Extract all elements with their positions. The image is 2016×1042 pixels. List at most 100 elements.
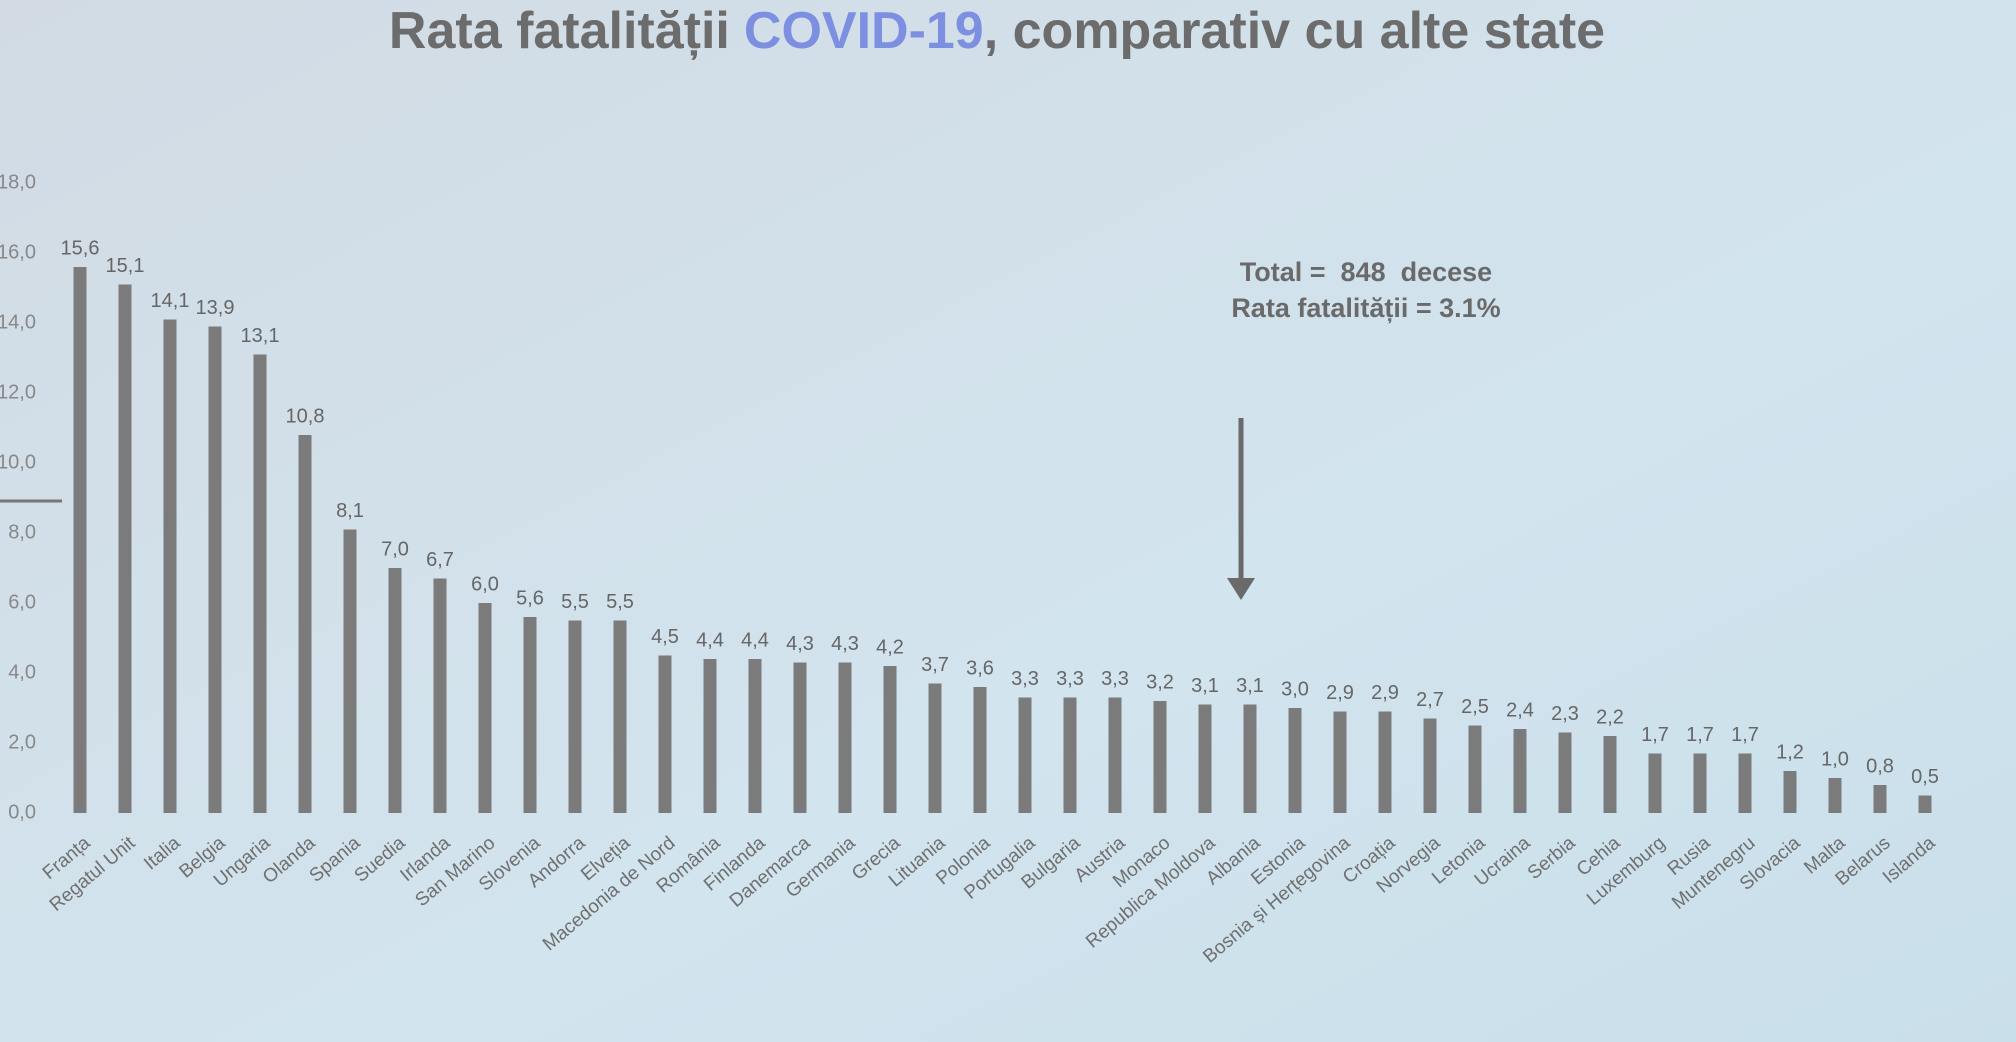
bar	[1243, 704, 1257, 813]
title-part: , comparativ cu alte state	[984, 2, 1605, 60]
bar	[928, 683, 942, 813]
value-label: 4,4	[741, 629, 769, 651]
bar	[163, 319, 177, 813]
bar	[1648, 753, 1662, 813]
bar	[73, 267, 87, 813]
bar	[253, 354, 267, 813]
value-label: 4,2	[876, 636, 904, 658]
value-label: 3,3	[1101, 668, 1129, 690]
chart-title: Rata fatalității COVID-19, comparativ cu …	[389, 2, 1605, 60]
value-label: 15,1	[106, 255, 145, 277]
value-label: 3,3	[1056, 668, 1084, 690]
bar	[748, 659, 762, 813]
y-tick-label: 16,0	[0, 241, 36, 263]
bar	[1693, 753, 1707, 813]
bar	[1783, 771, 1797, 813]
value-label: 2,9	[1326, 682, 1354, 704]
value-label: 1,2	[1776, 741, 1804, 763]
value-label: 2,7	[1416, 689, 1444, 711]
value-label: 3,3	[1011, 668, 1039, 690]
bar	[1153, 701, 1167, 813]
bar	[433, 578, 447, 813]
value-label: 13,9	[196, 297, 235, 319]
bar	[613, 620, 627, 813]
bar	[1063, 697, 1077, 813]
value-label: 0,5	[1911, 766, 1939, 788]
value-label: 5,6	[516, 587, 544, 609]
bar	[658, 655, 672, 813]
bar	[1423, 718, 1437, 813]
value-label: 14,1	[151, 290, 190, 312]
bar	[118, 284, 132, 813]
bar	[1738, 753, 1752, 813]
value-label: 3,6	[966, 657, 994, 679]
y-tick-label: 12,0	[0, 381, 36, 403]
value-label: 2,4	[1506, 699, 1534, 721]
bar	[1873, 785, 1887, 813]
value-label: 2,2	[1596, 706, 1624, 728]
y-tick-label: 14,0	[0, 311, 36, 333]
value-label: 10,8	[286, 405, 325, 427]
value-label: 3,1	[1236, 675, 1264, 697]
title-part: Rata fatalității	[389, 2, 730, 60]
bar	[1603, 736, 1617, 813]
value-label: 13,1	[241, 325, 280, 347]
bar	[568, 620, 582, 813]
y-tick-label: 18,0	[0, 171, 36, 193]
bar	[1108, 697, 1122, 813]
bar	[343, 529, 357, 813]
bar	[1513, 729, 1527, 813]
value-label: 1,0	[1821, 748, 1849, 770]
y-tick-label: 8,0	[8, 521, 36, 543]
y-tick-label: 0,0	[8, 801, 36, 823]
bar	[1918, 795, 1932, 813]
bar	[883, 666, 897, 813]
bar	[703, 659, 717, 813]
value-label: 6,7	[426, 549, 454, 571]
bar	[1468, 725, 1482, 813]
value-label: 4,4	[696, 629, 724, 651]
value-label: 1,7	[1686, 724, 1714, 746]
bar	[1333, 711, 1347, 813]
bar	[1558, 732, 1572, 813]
value-label: 2,5	[1461, 696, 1489, 718]
bar	[388, 568, 402, 813]
value-label: 3,0	[1281, 678, 1309, 700]
bar	[1288, 708, 1302, 813]
value-label: 3,1	[1191, 675, 1219, 697]
value-label: 1,7	[1641, 724, 1669, 746]
bar	[1828, 778, 1842, 813]
value-label: 4,5	[651, 626, 679, 648]
bar	[478, 603, 492, 813]
y-tick-label: 10,0	[0, 451, 36, 473]
bar	[1378, 711, 1392, 813]
value-label: 2,3	[1551, 703, 1579, 725]
value-label: 5,5	[606, 591, 634, 613]
annotation: Rata fatalității = 3.1%	[1231, 293, 1500, 323]
y-tick-label: 4,0	[8, 661, 36, 683]
bar	[1018, 697, 1032, 813]
y-tick-label: 6,0	[8, 591, 36, 613]
value-label: 4,3	[831, 633, 859, 655]
bar	[793, 662, 807, 813]
y-tick-label: 2,0	[8, 731, 36, 753]
bar	[208, 326, 222, 813]
value-label: 2,9	[1371, 682, 1399, 704]
value-label: 4,3	[786, 633, 814, 655]
value-label: 8,1	[336, 500, 364, 522]
value-label: 3,7	[921, 654, 949, 676]
bar	[838, 662, 852, 813]
title-highlight: COVID-19	[744, 2, 984, 60]
value-label: 5,5	[561, 591, 589, 613]
bar	[523, 617, 537, 813]
value-label: 15,6	[61, 237, 100, 259]
bar	[1198, 704, 1212, 813]
bar	[973, 687, 987, 813]
annotation: Total = 848 decese	[1240, 257, 1492, 287]
value-label: 0,8	[1866, 755, 1894, 777]
value-label: 7,0	[381, 538, 409, 560]
bar	[298, 435, 312, 813]
arrow-head	[1227, 578, 1255, 600]
